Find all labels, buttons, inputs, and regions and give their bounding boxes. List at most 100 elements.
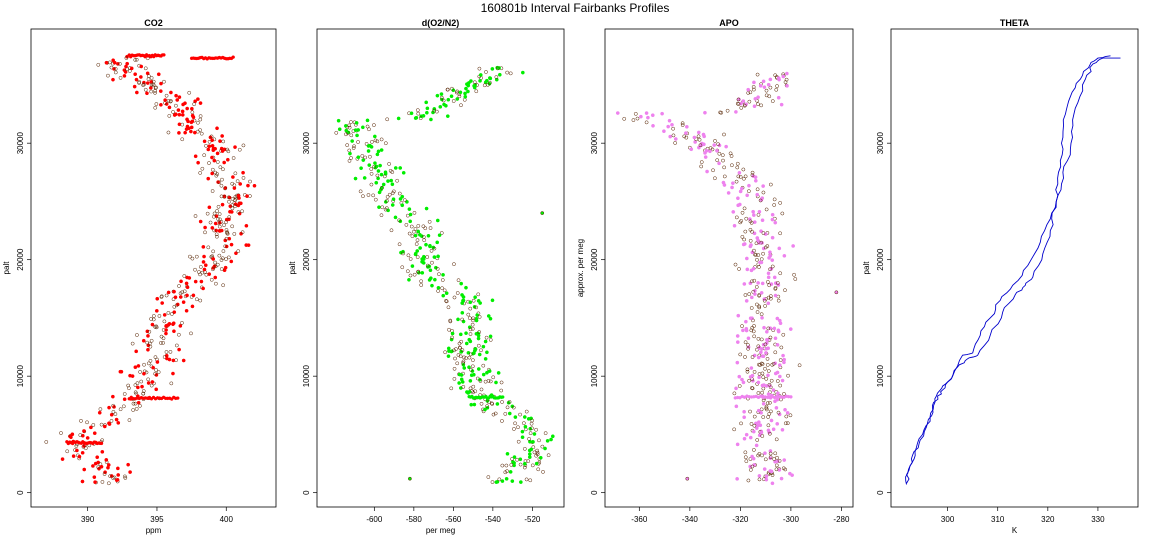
- data-point: [224, 228, 229, 232]
- data-point: [775, 379, 780, 383]
- data-point: [240, 230, 245, 235]
- data-point: [395, 178, 400, 183]
- data-point: [750, 386, 754, 390]
- data-point: [387, 192, 392, 197]
- data-point: [550, 434, 555, 439]
- data-point: [738, 189, 743, 194]
- data-point: [446, 97, 451, 102]
- data-point: [198, 101, 203, 105]
- data-point: [379, 137, 384, 142]
- data-layer: [334, 65, 555, 485]
- data-point: [410, 234, 415, 239]
- data-point: [470, 364, 475, 369]
- data-point: [225, 157, 230, 162]
- data-point: [732, 427, 737, 432]
- data-point: [741, 328, 745, 333]
- data-point: [756, 213, 761, 217]
- data-point: [82, 467, 87, 472]
- data-point: [212, 214, 216, 219]
- data-point: [766, 301, 771, 306]
- data-point: [146, 381, 151, 385]
- data-point: [761, 415, 766, 419]
- data-point: [102, 424, 107, 429]
- data-point: [488, 316, 493, 321]
- data-point: [162, 79, 166, 84]
- data-point: [761, 401, 766, 406]
- data-point: [416, 111, 421, 116]
- data-point: [485, 404, 489, 409]
- data-point: [748, 90, 753, 95]
- data-point: [521, 421, 526, 426]
- panel-title: CO2: [144, 18, 163, 28]
- data-point: [527, 437, 531, 441]
- data-point: [440, 97, 444, 102]
- data-point: [752, 448, 756, 452]
- data-point: [749, 328, 754, 333]
- data-point: [768, 455, 773, 459]
- data-point: [537, 438, 541, 443]
- data-point: [336, 118, 341, 123]
- data-point: [680, 123, 685, 127]
- data-point: [220, 149, 225, 153]
- data-point: [450, 331, 455, 336]
- data-point: [785, 421, 790, 426]
- data-point: [792, 272, 796, 277]
- data-point: [207, 161, 211, 165]
- data-point: [166, 311, 171, 315]
- data-point: [483, 357, 488, 361]
- data-point: [146, 77, 151, 82]
- panel-title: d(O2/N2): [422, 18, 460, 28]
- data-point: [70, 432, 75, 437]
- data-point: [483, 407, 487, 412]
- data-point: [777, 363, 782, 367]
- data-point: [194, 297, 199, 302]
- plot-frame: [30, 28, 277, 508]
- data-point: [786, 373, 790, 378]
- data-point: [718, 110, 723, 115]
- data-point: [777, 318, 782, 323]
- data-point: [780, 427, 785, 432]
- data-point: [408, 476, 412, 481]
- data-point: [702, 142, 706, 147]
- data-point: [757, 362, 761, 367]
- x-tick-label: 310: [991, 515, 1005, 524]
- data-point: [375, 139, 380, 144]
- data-point: [396, 116, 401, 121]
- data-point: [760, 362, 765, 366]
- data-point: [704, 148, 709, 153]
- data-point: [215, 262, 220, 267]
- data-point: [230, 181, 235, 186]
- data-point: [744, 319, 748, 324]
- data-point: [213, 260, 217, 265]
- data-point: [536, 467, 541, 472]
- data-point: [766, 428, 771, 433]
- data-point: [126, 383, 131, 388]
- data-point: [143, 87, 148, 92]
- data-point: [217, 180, 222, 185]
- data-point: [175, 98, 180, 102]
- data-point: [185, 293, 189, 298]
- data-point: [528, 431, 533, 436]
- data-point: [229, 259, 234, 264]
- data-point: [545, 438, 550, 443]
- data-point: [543, 446, 547, 451]
- data-point: [150, 322, 155, 327]
- x-axis-label: per meg: [426, 526, 455, 535]
- data-point: [500, 463, 505, 468]
- data-point: [215, 126, 219, 131]
- data-point: [462, 97, 467, 102]
- data-point: [449, 337, 454, 342]
- data-point: [373, 197, 378, 202]
- data-point: [468, 332, 473, 336]
- data-point: [416, 224, 421, 228]
- data-point: [211, 249, 216, 254]
- data-point: [215, 151, 220, 156]
- data-point: [740, 235, 745, 239]
- data-point: [766, 82, 771, 87]
- data-point: [771, 388, 776, 392]
- data-point: [748, 244, 753, 249]
- data-point: [246, 243, 251, 248]
- data-point: [457, 94, 462, 99]
- data-point: [164, 93, 169, 98]
- data-point: [745, 367, 750, 372]
